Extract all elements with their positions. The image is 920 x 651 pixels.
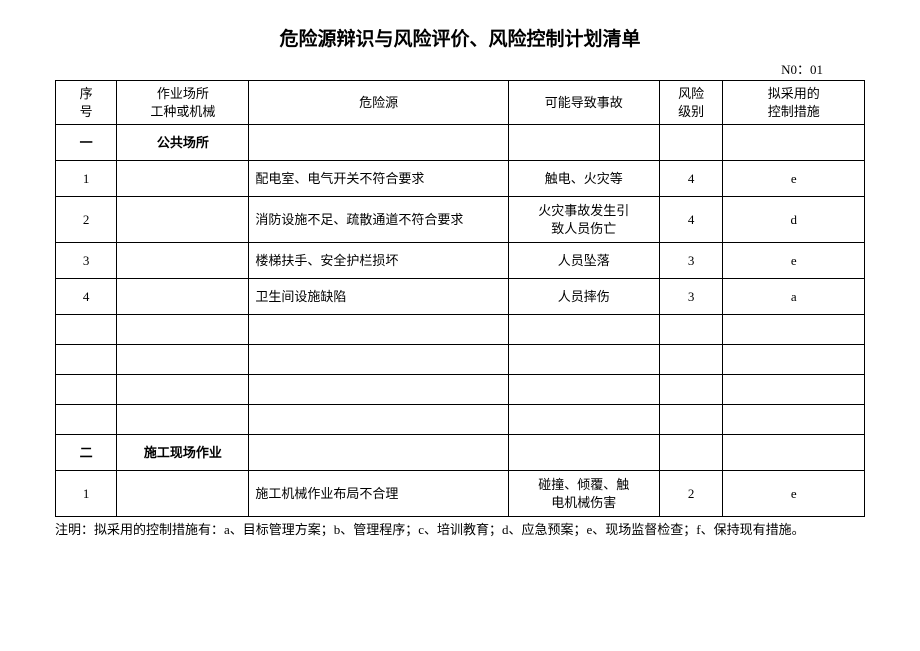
th-risk: 危险源 xyxy=(249,81,508,125)
cell xyxy=(659,125,723,161)
row-num: 3 xyxy=(56,243,117,279)
th-idx: 序号 xyxy=(56,81,117,125)
data-row: 4 卫生间设施缺陷人员摔伤3a xyxy=(56,279,865,315)
row-level: 2 xyxy=(659,471,723,517)
row-place xyxy=(117,279,249,315)
data-row: 1 配电室、电气开关不符合要求触电、火灾等4e xyxy=(56,161,865,197)
row-place xyxy=(117,161,249,197)
row-ctrl: a xyxy=(723,279,865,315)
row-accident: 碰撞、倾覆、触电机械伤害 xyxy=(508,471,659,517)
footnote: 注明：拟采用的控制措施有：a、目标管理方案；b、管理程序；c、培训教育；d、应急… xyxy=(55,521,865,539)
cell xyxy=(508,125,659,161)
empty-row xyxy=(56,405,865,435)
cell xyxy=(249,125,508,161)
th-level: 风险级别 xyxy=(659,81,723,125)
row-place xyxy=(117,243,249,279)
row-level: 3 xyxy=(659,279,723,315)
cell xyxy=(249,435,508,471)
risk-table: 序号 作业场所工种或机械 危险源 可能导致事故 风险级别 拟采用的控制措施 一公… xyxy=(55,80,865,517)
row-risk: 配电室、电气开关不符合要求 xyxy=(249,161,508,197)
data-row: 1 施工机械作业布局不合理碰撞、倾覆、触电机械伤害2e xyxy=(56,471,865,517)
row-risk: 消防设施不足、疏散通道不符合要求 xyxy=(249,197,508,243)
cell xyxy=(508,435,659,471)
row-level: 4 xyxy=(659,197,723,243)
table-header-row: 序号 作业场所工种或机械 危险源 可能导致事故 风险级别 拟采用的控制措施 xyxy=(56,81,865,125)
section-row: 二施工现场作业 xyxy=(56,435,865,471)
section-idx: 一 xyxy=(56,125,117,161)
row-level: 3 xyxy=(659,243,723,279)
cell xyxy=(723,435,865,471)
data-row: 3楼梯扶手、安全护栏损坏人员坠落3e xyxy=(56,243,865,279)
row-accident: 人员摔伤 xyxy=(508,279,659,315)
th-accident: 可能导致事故 xyxy=(508,81,659,125)
row-ctrl: d xyxy=(723,197,865,243)
row-ctrl: e xyxy=(723,243,865,279)
cell xyxy=(723,125,865,161)
th-ctrl: 拟采用的控制措施 xyxy=(723,81,865,125)
row-place xyxy=(117,471,249,517)
row-accident: 火灾事故发生引致人员伤亡 xyxy=(508,197,659,243)
section-place: 施工现场作业 xyxy=(117,435,249,471)
empty-row xyxy=(56,375,865,405)
row-num: 4 xyxy=(56,279,117,315)
section-idx: 二 xyxy=(56,435,117,471)
row-ctrl: e xyxy=(723,471,865,517)
row-place xyxy=(117,197,249,243)
row-num: 1 xyxy=(56,471,117,517)
row-risk: 施工机械作业布局不合理 xyxy=(249,471,508,517)
row-ctrl: e xyxy=(723,161,865,197)
row-num: 1 xyxy=(56,161,117,197)
row-risk: 楼梯扶手、安全护栏损坏 xyxy=(249,243,508,279)
row-accident: 人员坠落 xyxy=(508,243,659,279)
row-level: 4 xyxy=(659,161,723,197)
th-place: 作业场所工种或机械 xyxy=(117,81,249,125)
table-body: 一公共场所1配电室、电气开关不符合要求触电、火灾等4e2消防设施不足、疏散通道不… xyxy=(56,125,865,517)
section-place: 公共场所 xyxy=(117,125,249,161)
empty-row xyxy=(56,315,865,345)
data-row: 2 消防设施不足、疏散通道不符合要求火灾事故发生引致人员伤亡4d xyxy=(56,197,865,243)
section-row: 一公共场所 xyxy=(56,125,865,161)
row-risk: 卫生间设施缺陷 xyxy=(249,279,508,315)
empty-row xyxy=(56,345,865,375)
cell xyxy=(659,435,723,471)
row-accident: 触电、火灾等 xyxy=(508,161,659,197)
row-num: 2 xyxy=(56,197,117,243)
doc-number: N0：01 xyxy=(55,59,865,78)
doc-title: 危险源辩识与风险评价、风险控制计划清单 xyxy=(55,24,865,51)
